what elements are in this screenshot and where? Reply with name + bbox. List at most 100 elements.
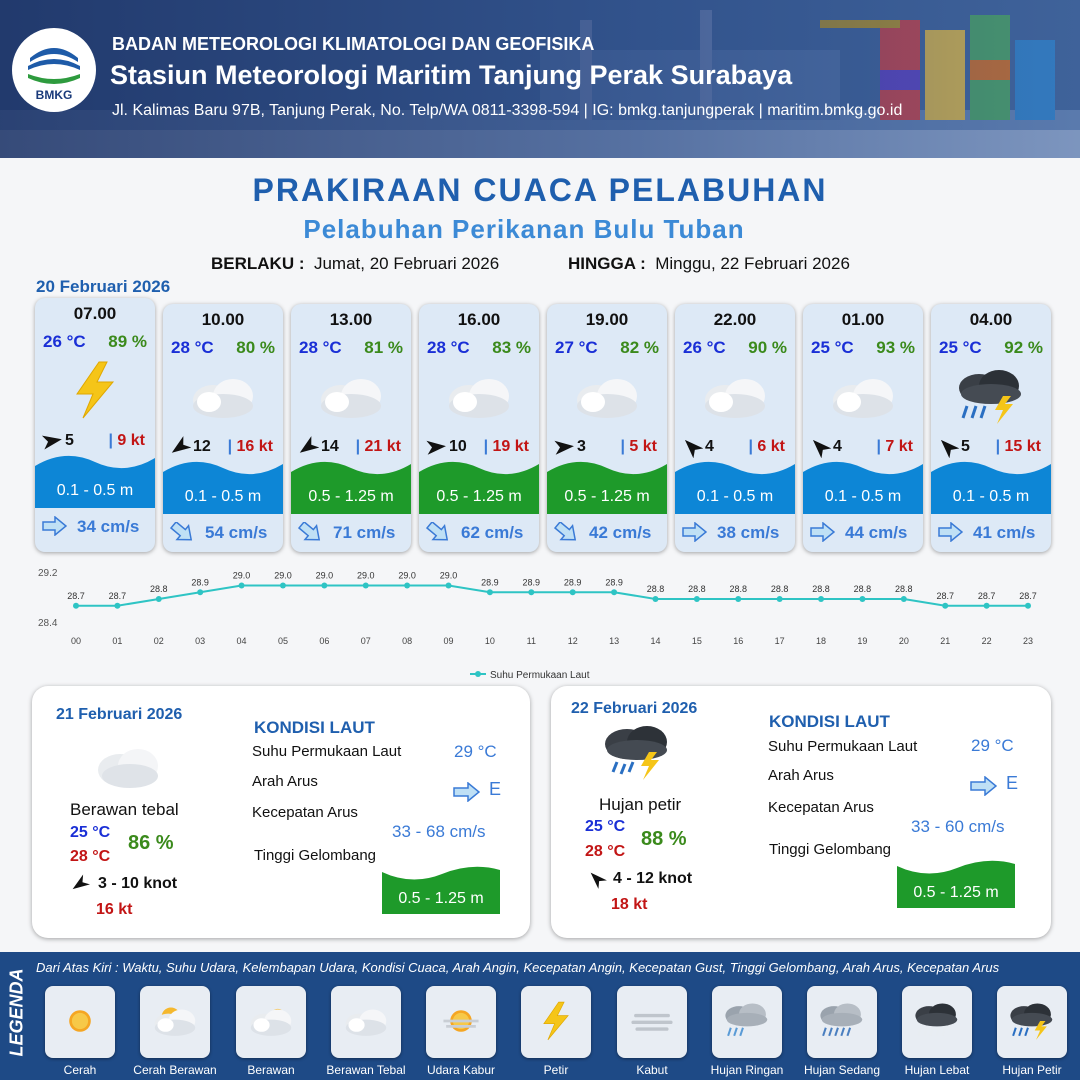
day3-current-speed: 33 - 60 cm/s (911, 817, 1005, 836)
x-tick-label: 20 (899, 636, 909, 646)
x-tick-label: 23 (1023, 636, 1033, 646)
cloud-icon (345, 1009, 387, 1036)
day2-gust: 16 kt (96, 901, 133, 918)
card-gust: | 5 kt (620, 438, 658, 455)
legend-title: LEGENDA (6, 968, 27, 1057)
day3-date: 22 Februari 2026 (571, 700, 698, 717)
day1-date: 20 Februari 2026 (36, 277, 171, 296)
wind-direction-arrow-icon (41, 435, 62, 450)
card-weather-icon (183, 366, 263, 426)
org-name: BADAN METEOROLOGI KLIMATOLOGI DAN GEOFIS… (112, 34, 595, 54)
card-wind: 4 | 7 kt (809, 436, 917, 460)
card-temperature: 28 °C (427, 338, 470, 357)
data-label: 28.8 (895, 584, 913, 594)
data-label: 28.8 (647, 584, 665, 594)
wind-direction-arrow-icon (426, 440, 446, 455)
legend-item (426, 986, 496, 1058)
cloud-icon (193, 379, 253, 418)
x-tick-label: 17 (775, 636, 785, 646)
card-wind-speed: 5 (65, 432, 74, 449)
day2-current-speed-label: Kecepatan Arus (252, 804, 358, 821)
data-label: 29.0 (357, 571, 375, 581)
card-weather-icon (567, 366, 647, 426)
legend-item-label: Hujan Petir (1002, 1063, 1062, 1077)
wave-height-icon (803, 461, 923, 514)
legend-item (997, 986, 1067, 1058)
card-current: 41 cm/s (937, 520, 1047, 546)
legend-item-label: Cerah Berawan (133, 1063, 217, 1077)
card-wave-height: 0.5 - 1.25 m (564, 488, 650, 505)
lightning-icon (76, 361, 115, 419)
legend-item-label: Hujan Ringan (710, 1063, 784, 1077)
card-time: 16.00 (457, 310, 501, 329)
card-wind: 3 | 5 kt (553, 436, 661, 460)
legend-item-label: Udara Kabur (426, 1063, 496, 1077)
x-tick-label: 14 (650, 636, 660, 646)
x-tick-label: 15 (692, 636, 702, 646)
data-label: 28.9 (481, 577, 499, 587)
current-direction-arrow-icon (42, 516, 67, 536)
moderate-rain-icon (820, 1003, 863, 1037)
day2-sea-title: KONDISI LAUT (254, 718, 375, 737)
data-label: 29.0 (398, 571, 416, 581)
card-gust-value: 7 kt (885, 438, 913, 455)
card-gust: | 15 kt (995, 438, 1041, 455)
valid-from-date: Jumat, 20 Februari 2026 (313, 254, 500, 273)
day2-current-dir-label: Arah Arus (252, 773, 318, 790)
sun-cloud-icon (154, 1007, 196, 1036)
cloud-icon (321, 379, 381, 418)
y-tick-label: 28.4 (38, 618, 58, 629)
day2-wind: 3 - 10 knot (98, 875, 178, 892)
card-humidity: 92 % (1004, 338, 1043, 357)
card-current: 44 cm/s (809, 520, 919, 546)
forecast-card: 22.00 26 °C 90 % 4 | 6 kt 0.1 - 0.5 m 38 cm/s (675, 304, 795, 552)
card-wind: 5 | 9 kt (41, 430, 149, 454)
card-current-speed: 42 cm/s (589, 523, 652, 542)
card-weather-icon (311, 366, 391, 426)
data-label: 28.9 (523, 577, 541, 587)
current-direction-arrow-icon (169, 522, 193, 541)
data-point (362, 582, 369, 589)
card-wind-speed: 10 (449, 438, 467, 455)
page-subtitle: Pelabuhan Perikanan Bulu Tuban (303, 214, 745, 244)
data-label: 28.8 (150, 584, 168, 594)
data-point (611, 589, 618, 596)
legend-item (617, 986, 687, 1058)
header-banner: BMKG BADAN METEOROLOGI KLIMATOLOGI DAN G… (0, 0, 1080, 158)
x-tick-label: 11 (527, 636, 536, 646)
data-label: 28.8 (812, 584, 830, 594)
data-point (859, 596, 866, 602)
data-point (569, 589, 576, 596)
day3-panel: 22 Februari 2026 Hujan petir 25 °C 28 °C… (551, 686, 1051, 938)
day3-sst-label: Suhu Permukaan Laut (768, 738, 918, 755)
card-gust: | 21 kt (355, 438, 401, 455)
current-direction-arrow-icon (682, 522, 707, 542)
card-wave-height: 0.5 - 1.25 m (436, 488, 522, 505)
sun-icon (69, 1010, 91, 1032)
wind-direction-arrow-icon (940, 439, 959, 458)
data-point (693, 596, 700, 602)
card-time: 01.00 (841, 310, 885, 329)
thunderstorm-icon (1010, 1003, 1053, 1040)
legend-item (140, 986, 210, 1058)
card-wind-speed: 4 (705, 438, 714, 455)
current-direction-arrow-icon (810, 522, 835, 542)
day2-temp-max: 28 °C (70, 848, 111, 865)
sea-surface-temperature-chart: 29.2 28.4 28.7 00 28.7 01 28.8 02 28.9 03 29.0 04 29… (38, 568, 1037, 681)
card-humidity: 90 % (748, 338, 787, 357)
legend-item (902, 986, 972, 1058)
page-title: PRAKIRAAN CUACA PELABUHAN (252, 172, 828, 208)
card-wind: 10 | 19 kt (425, 436, 533, 460)
data-point (114, 602, 121, 609)
card-wind: 5 | 15 kt (937, 436, 1045, 460)
x-tick-label: 04 (237, 636, 247, 646)
data-point (238, 582, 245, 589)
card-time: 13.00 (329, 310, 373, 329)
day2-wave-label: Tinggi Gelombang (254, 847, 377, 864)
logo-text: BMKG (35, 88, 73, 102)
data-label: 28.7 (978, 591, 996, 601)
card-humidity: 89 % (108, 332, 147, 351)
card-gust: | 7 kt (876, 438, 914, 455)
day2-sst: 29 °C (454, 742, 497, 761)
card-gust-value: 16 kt (236, 438, 273, 455)
